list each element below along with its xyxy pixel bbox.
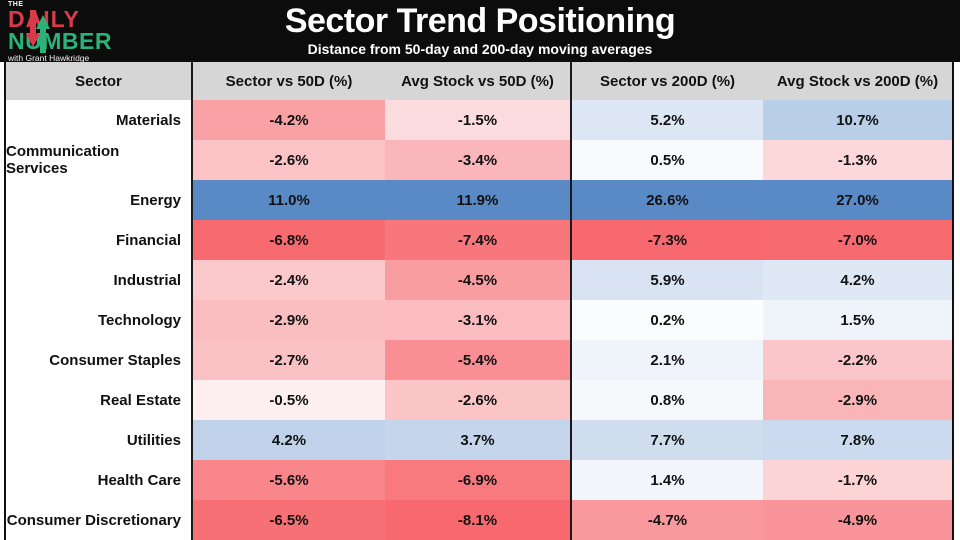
table-row: Communication Services -2.6% -3.4% 0.5% …	[6, 140, 952, 180]
value-cell-avg-stock-vs-200d: 27.0%	[763, 180, 952, 220]
daily-number-logo: THE DAILY NUMBER with Grant Hawkridge	[8, 1, 198, 63]
sector-label: Utilities	[6, 420, 193, 460]
value-cell-sector-vs-200d: 0.2%	[572, 300, 763, 340]
table-row: Technology -2.9% -3.1% 0.2% 1.5%	[6, 300, 952, 340]
value-cell-avg-stock-vs-200d: -4.9%	[763, 500, 952, 540]
value-cell-avg-stock-vs-50d: 11.9%	[385, 180, 572, 220]
page-title: Sector Trend Positioning	[284, 2, 676, 40]
value-cell-sector-vs-200d: -4.7%	[572, 500, 763, 540]
value-cell-sector-vs-50d: 11.0%	[193, 180, 385, 220]
value-cell-avg-stock-vs-200d: 1.5%	[763, 300, 952, 340]
table-row: Energy 11.0% 11.9% 26.6% 27.0%	[6, 180, 952, 220]
logo-tagline: with Grant Hawkridge	[8, 53, 90, 63]
value-cell-avg-stock-vs-200d: -2.2%	[763, 340, 952, 380]
value-cell-sector-vs-200d: 7.7%	[572, 420, 763, 460]
value-cell-sector-vs-200d: 0.8%	[572, 380, 763, 420]
value-cell-sector-vs-200d: 0.5%	[572, 140, 763, 180]
column-header-avg-stock-vs-50d: Avg Stock vs 50D (%)	[385, 62, 572, 100]
value-cell-sector-vs-50d: -4.2%	[193, 100, 385, 140]
table-row: Utilities 4.2% 3.7% 7.7% 7.8%	[6, 420, 952, 460]
sector-label: Health Care	[6, 460, 193, 500]
table-row: Consumer Discretionary -6.5% -8.1% -4.7%…	[6, 500, 952, 540]
sector-label: Energy	[6, 180, 193, 220]
column-header-avg-stock-vs-200d: Avg Stock vs 200D (%)	[763, 62, 952, 100]
value-cell-sector-vs-200d: 2.1%	[572, 340, 763, 380]
value-cell-sector-vs-200d: 5.9%	[572, 260, 763, 300]
value-cell-avg-stock-vs-50d: -3.1%	[385, 300, 572, 340]
value-cell-avg-stock-vs-50d: -6.9%	[385, 460, 572, 500]
sector-label: Financial	[6, 220, 193, 260]
sector-label: Communication Services	[6, 140, 193, 180]
header-banner: Sector Trend Positioning Distance from 5…	[0, 0, 960, 63]
value-cell-avg-stock-vs-200d: -2.9%	[763, 380, 952, 420]
sector-label: Materials	[6, 100, 193, 140]
value-cell-avg-stock-vs-200d: 10.7%	[763, 100, 952, 140]
sector-label: Industrial	[6, 260, 193, 300]
table-row: Consumer Staples -2.7% -5.4% 2.1% -2.2%	[6, 340, 952, 380]
value-cell-avg-stock-vs-50d: 3.7%	[385, 420, 572, 460]
table-row: Materials -4.2% -1.5% 5.2% 10.7%	[6, 100, 952, 140]
column-header-sector-vs-50d: Sector vs 50D (%)	[193, 62, 385, 100]
sector-label: Technology	[6, 300, 193, 340]
value-cell-sector-vs-50d: -0.5%	[193, 380, 385, 420]
value-cell-sector-vs-50d: 4.2%	[193, 420, 385, 460]
value-cell-sector-vs-200d: 26.6%	[572, 180, 763, 220]
page-subtitle: Distance from 50-day and 200-day moving …	[307, 41, 653, 57]
value-cell-sector-vs-50d: -6.5%	[193, 500, 385, 540]
table-row: Real Estate -0.5% -2.6% 0.8% -2.9%	[6, 380, 952, 420]
value-cell-avg-stock-vs-200d: 4.2%	[763, 260, 952, 300]
column-header-sector-vs-200d: Sector vs 200D (%)	[572, 62, 763, 100]
value-cell-sector-vs-200d: 1.4%	[572, 460, 763, 500]
value-cell-avg-stock-vs-50d: -3.4%	[385, 140, 572, 180]
value-cell-sector-vs-50d: -2.6%	[193, 140, 385, 180]
table-body: Materials -4.2% -1.5% 5.2% 10.7% Communi…	[6, 100, 952, 540]
table-row: Industrial -2.4% -4.5% 5.9% 4.2%	[6, 260, 952, 300]
value-cell-sector-vs-50d: -2.7%	[193, 340, 385, 380]
table-row: Health Care -5.6% -6.9% 1.4% -1.7%	[6, 460, 952, 500]
table-header-row: Sector Sector vs 50D (%) Avg Stock vs 50…	[6, 62, 952, 100]
value-cell-avg-stock-vs-50d: -5.4%	[385, 340, 572, 380]
value-cell-avg-stock-vs-50d: -7.4%	[385, 220, 572, 260]
logo-the: THE	[8, 1, 24, 8]
value-cell-avg-stock-vs-50d: -4.5%	[385, 260, 572, 300]
value-cell-avg-stock-vs-200d: -1.7%	[763, 460, 952, 500]
value-cell-sector-vs-200d: -7.3%	[572, 220, 763, 260]
column-header-sector: Sector	[6, 62, 193, 100]
sector-label: Consumer Staples	[6, 340, 193, 380]
value-cell-avg-stock-vs-200d: 7.8%	[763, 420, 952, 460]
sector-heatmap-table: Sector Sector vs 50D (%) Avg Stock vs 50…	[4, 62, 954, 540]
value-cell-avg-stock-vs-200d: -1.3%	[763, 140, 952, 180]
value-cell-sector-vs-50d: -2.9%	[193, 300, 385, 340]
value-cell-sector-vs-50d: -2.4%	[193, 260, 385, 300]
sector-label: Consumer Discretionary	[6, 500, 193, 540]
title-block: Sector Trend Positioning Distance from 5…	[0, 0, 960, 57]
value-cell-sector-vs-200d: 5.2%	[572, 100, 763, 140]
value-cell-sector-vs-50d: -6.8%	[193, 220, 385, 260]
value-cell-sector-vs-50d: -5.6%	[193, 460, 385, 500]
value-cell-avg-stock-vs-50d: -8.1%	[385, 500, 572, 540]
sector-label: Real Estate	[6, 380, 193, 420]
value-cell-avg-stock-vs-50d: -2.6%	[385, 380, 572, 420]
table-row: Financial -6.8% -7.4% -7.3% -7.0%	[6, 220, 952, 260]
up-down-arrows-icon	[26, 10, 50, 53]
value-cell-avg-stock-vs-50d: -1.5%	[385, 100, 572, 140]
value-cell-avg-stock-vs-200d: -7.0%	[763, 220, 952, 260]
